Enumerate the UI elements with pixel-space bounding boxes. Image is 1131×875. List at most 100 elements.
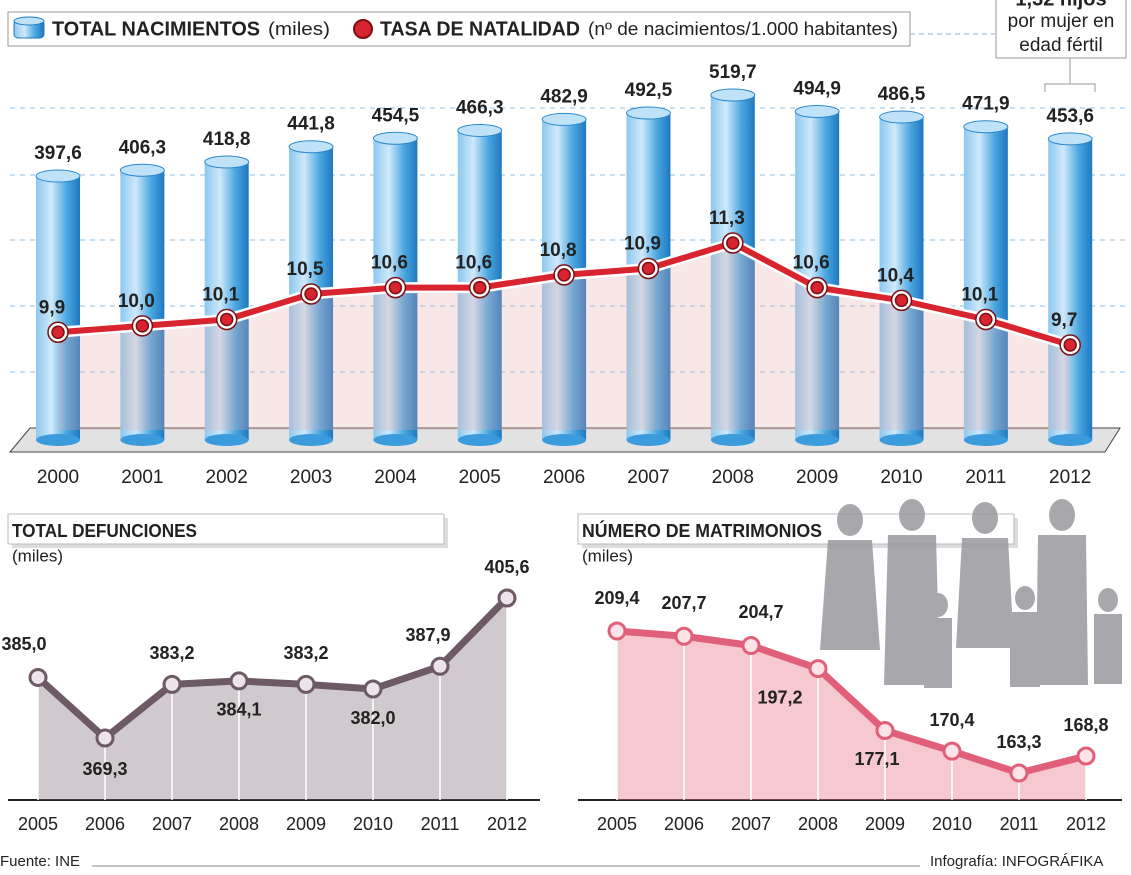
marker: [676, 628, 692, 644]
bar-label: 482,9: [540, 86, 588, 107]
bar-top: [880, 111, 924, 123]
bar-top: [36, 170, 80, 182]
marker-dot: [811, 282, 823, 294]
x-tick-label: 2006: [664, 814, 704, 834]
bar-bottom: [36, 434, 80, 446]
x-tick-label: 2009: [865, 814, 905, 834]
x-tick-label: 2008: [712, 467, 754, 488]
marker-dot: [980, 314, 992, 326]
x-tick-label: 2011: [1000, 814, 1039, 834]
bar-top: [626, 107, 670, 119]
line-label: 10,8: [540, 240, 577, 261]
value-label: 163,3: [996, 732, 1041, 752]
bar-label: 454,5: [372, 105, 420, 126]
annotation: 1,32 hijos: [1015, 0, 1106, 10]
bar-label: 494,9: [793, 78, 841, 99]
line-label: 10,9: [624, 234, 661, 255]
x-tick-label: 2003: [290, 467, 332, 488]
x-tick-label: 2009: [286, 814, 326, 834]
marker-dot: [389, 282, 401, 294]
x-tick-label: 2007: [731, 814, 771, 834]
x-tick-label: 2012: [487, 814, 527, 834]
bar-label: 441,8: [287, 114, 335, 135]
marker-dot: [642, 263, 654, 275]
x-tick-label: 2004: [374, 467, 417, 488]
bracket: [1045, 58, 1095, 92]
bar-top: [373, 132, 417, 144]
bar-bottom: [626, 434, 670, 446]
bar-label: 486,5: [878, 84, 926, 105]
marker: [810, 661, 826, 677]
marker: [609, 623, 625, 639]
bar-label: 453,6: [1046, 106, 1094, 127]
marker: [743, 637, 759, 653]
marker-dot: [558, 269, 570, 281]
bar-bottom: [458, 434, 502, 446]
bar-bottom: [711, 434, 755, 446]
bar-bottom: [964, 434, 1008, 446]
marker: [1078, 748, 1094, 764]
legend-bar-icon-top: [14, 17, 44, 25]
panel-title: TOTAL DEFUNCIONES: [12, 521, 197, 541]
x-tick-label: 2009: [796, 467, 838, 488]
value-label: 383,2: [283, 643, 328, 663]
panel-subtitle: (miles): [582, 546, 633, 565]
marker-dot: [136, 320, 148, 332]
x-tick-label: 2008: [219, 814, 259, 834]
legend-unit: (nº de nacimientos/1.000 habitantes): [588, 19, 898, 39]
line-label: 10,4: [877, 265, 914, 286]
x-tick-label: 2005: [597, 814, 637, 834]
bar-top: [289, 141, 333, 153]
line-label: 10,1: [202, 285, 239, 306]
legend-label: TASA DE NATALIDAD: [380, 18, 580, 40]
bar-bottom: [1048, 434, 1092, 446]
bar-bottom: [373, 434, 417, 446]
x-tick-label: 2002: [206, 467, 248, 488]
bar-label: 519,7: [709, 62, 757, 83]
bar-top: [711, 89, 755, 101]
bar-bottom: [289, 434, 333, 446]
line-label: 10,6: [793, 253, 830, 274]
value-label: 170,4: [929, 710, 974, 730]
infographic: TOTAL NACIMIENTOS (miles) TASA DE NATALI…: [0, 0, 1131, 875]
x-tick-label: 2005: [18, 814, 58, 834]
panel-title: NÚMERO DE MATRIMONIOS: [582, 520, 822, 541]
credit: Infografía: INFOGRÁFIKA: [930, 853, 1103, 870]
marker-dot: [896, 294, 908, 306]
bar-top: [205, 156, 249, 168]
x-tick-label: 2008: [798, 814, 838, 834]
bar-label: 492,5: [625, 80, 673, 101]
bar-bottom: [542, 434, 586, 446]
x-tick-label: 2011: [421, 814, 460, 834]
value-label: 383,2: [149, 643, 194, 663]
x-tick-label: 2010: [932, 814, 972, 834]
marker: [1011, 765, 1027, 781]
line-label: 10,0: [118, 291, 155, 312]
bar-label: 418,8: [203, 129, 251, 150]
legend-line-icon: [354, 20, 372, 38]
line-label: 10,5: [287, 259, 324, 280]
bar-top: [120, 164, 164, 176]
value-label: 405,6: [484, 557, 529, 577]
marker: [97, 730, 113, 746]
marker: [30, 669, 46, 685]
value-label: 369,3: [82, 759, 127, 779]
marker-dot: [221, 314, 233, 326]
x-tick-label: 2007: [627, 467, 669, 488]
bar-bottom: [120, 434, 164, 446]
legend-unit: (miles): [268, 19, 330, 39]
panel-subtitle: (miles): [12, 546, 63, 565]
x-tick-label: 2010: [880, 467, 922, 488]
annotation: por mujer en: [1008, 11, 1115, 32]
marker: [499, 590, 515, 606]
x-tick-label: 2011: [965, 467, 1006, 488]
value-label: 177,1: [854, 749, 899, 769]
line-label: 10,6: [455, 253, 492, 274]
x-tick-label: 2001: [121, 467, 163, 488]
marker: [877, 722, 893, 738]
value-label: 207,7: [661, 593, 706, 613]
legend-label: TOTAL NACIMIENTOS: [52, 18, 260, 40]
marker-dot: [727, 237, 739, 249]
value-label: 385,0: [1, 634, 46, 654]
x-tick-label: 2012: [1049, 467, 1091, 488]
